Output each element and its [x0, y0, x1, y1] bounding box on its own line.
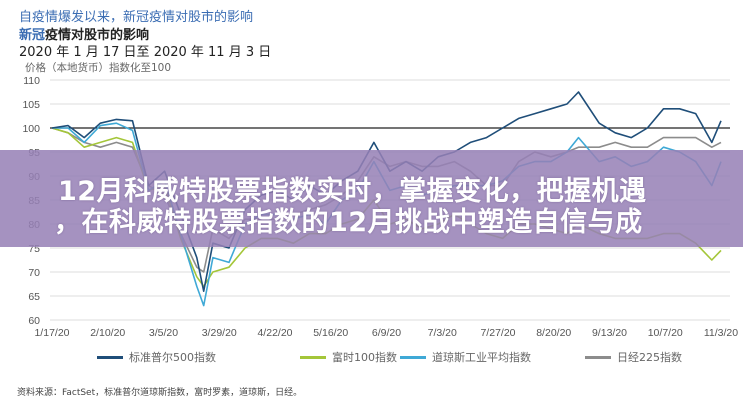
legend: 标准普尔500指数 富时100指数 道琼斯工业平均指数 日经225指数	[0, 349, 743, 365]
x-tick-label: 7/3/20	[428, 327, 457, 339]
legend-label: 日经225指数	[617, 351, 682, 364]
overlay-banner: 12月科威特股票指数实时，掌握变化，把握机遇 ，在科威特股票指数的12月挑战中塑…	[0, 150, 743, 247]
x-tick-label: 7/27/20	[480, 327, 515, 339]
y-tick-label: 70	[28, 267, 40, 279]
x-tick-label: 6/9/20	[372, 327, 401, 339]
x-tick-label: 9/13/20	[592, 327, 627, 339]
chart-title: 自疫情爆发以来，新冠疫情对股市的影响	[19, 10, 254, 25]
legend-swatch	[97, 355, 123, 359]
y-tick-label: 100	[22, 123, 40, 135]
x-tick-label: 10/7/20	[648, 327, 683, 339]
x-tick-label: 8/20/20	[536, 327, 571, 339]
x-tick-label: 1/17/20	[34, 327, 69, 339]
subtitle-rest: 疫情对股市的影响	[45, 28, 150, 43]
source-note: 资料来源：FactSet，标准普尔道琼斯指数，富时罗素，道琼斯，日经。	[17, 388, 303, 398]
legend-item: 富时100指数	[300, 349, 397, 365]
legend-swatch	[585, 355, 611, 359]
x-tick-label: 2/10/20	[90, 327, 125, 339]
y-tick-label: 110	[23, 75, 40, 87]
chart-subtitle: 新冠疫情对股市的影响	[19, 24, 149, 43]
legend-swatch	[300, 355, 326, 359]
x-tick-label: 5/16/20	[313, 327, 348, 339]
x-tick-label: 4/22/20	[257, 327, 292, 339]
y-tick-label: 60	[28, 315, 40, 327]
legend-item: 日经225指数	[585, 349, 682, 365]
y-axis-label: 价格（本地货币）指数化至100	[25, 62, 172, 74]
legend-label: 道琼斯工业平均指数	[432, 351, 531, 364]
date-range: 2020 年 1 月 17 日至 2020 年 11 月 3 日	[19, 45, 272, 60]
banner-line-2: ，在科威特股票指数的12月挑战中塑造自信与成	[54, 207, 643, 238]
legend-label: 标准普尔500指数	[129, 351, 216, 364]
y-tick-label: 105	[22, 99, 40, 111]
legend-item: 标准普尔500指数	[97, 349, 216, 365]
x-tick-label: 11/3/20	[704, 327, 738, 339]
legend-swatch	[400, 355, 426, 359]
y-tick-label: 75	[28, 243, 40, 255]
legend-item: 道琼斯工业平均指数	[400, 349, 531, 365]
legend-label: 富时100指数	[332, 351, 397, 364]
y-tick-label: 65	[28, 291, 40, 303]
banner-line-1: 12月科威特股票指数实时，掌握变化，把握机遇	[58, 176, 647, 207]
subtitle-highlight: 新冠	[19, 28, 46, 43]
x-tick-label: 3/29/20	[202, 327, 237, 339]
x-tick-label: 3/5/20	[149, 327, 178, 339]
